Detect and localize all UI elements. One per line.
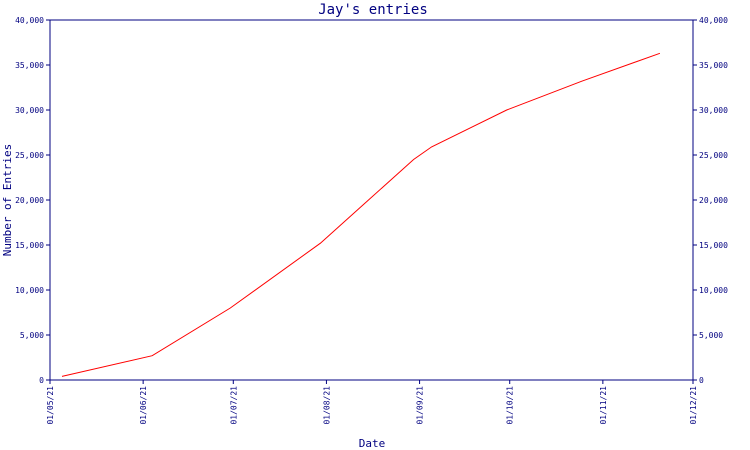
x-tick-label: 01/11/21 bbox=[599, 386, 608, 425]
plot-frame bbox=[49, 19, 694, 381]
y-tick-label-right: 10,000 bbox=[699, 286, 728, 295]
x-tick-label: 01/12/21 bbox=[689, 386, 698, 425]
y-tick-label-right: 5,000 bbox=[699, 331, 723, 340]
y-axis-label: Number of Entries bbox=[1, 144, 14, 257]
x-tick-label: 01/08/21 bbox=[322, 386, 331, 425]
series-group bbox=[61, 52, 661, 377]
x-tick-label: 01/09/21 bbox=[416, 386, 425, 425]
x-tick-label: 01/06/21 bbox=[139, 386, 148, 425]
y-tick-label-left: 25,000 bbox=[15, 151, 44, 160]
x-axis-label: Date bbox=[359, 437, 386, 450]
y-tick-label-left: 10,000 bbox=[15, 286, 44, 295]
y-tick-label-left: 20,000 bbox=[15, 196, 44, 205]
y-tick-label-right: 30,000 bbox=[699, 106, 728, 115]
y-tick-label-right: 35,000 bbox=[699, 61, 728, 70]
series-line bbox=[61, 52, 661, 377]
y-tick-label-right: 0 bbox=[699, 376, 704, 385]
y-tick-label-left: 40,000 bbox=[15, 16, 44, 25]
y-tick-label-right: 20,000 bbox=[699, 196, 728, 205]
y-tick-label-left: 0 bbox=[39, 376, 44, 385]
y-tick-label-right: 25,000 bbox=[699, 151, 728, 160]
y-tick-label-left: 30,000 bbox=[15, 106, 44, 115]
chart-title: Jay's entries bbox=[318, 2, 428, 18]
y-tick-label-left: 5,000 bbox=[20, 331, 44, 340]
y-tick-label-right: 15,000 bbox=[699, 241, 728, 250]
y-tick-label-right: 40,000 bbox=[699, 16, 728, 25]
y-axis-left: 0 5,000 10,000 15,000 20,000 25,000 30,000 35,0… bbox=[15, 16, 50, 385]
x-axis: 01/05/21 01/06/21 01/07/21 01/08/21 01/09/21… bbox=[46, 380, 698, 425]
x-tick-label: 01/10/21 bbox=[506, 386, 515, 425]
y-tick-label-left: 35,000 bbox=[15, 61, 44, 70]
x-tick-label: 01/07/21 bbox=[229, 386, 238, 425]
y-axis-right: 0 5,000 10,000 15,000 20,000 25,000 30,000 35,0… bbox=[693, 16, 728, 385]
x-tick-label: 01/05/21 bbox=[46, 386, 55, 425]
y-tick-label-left: 15,000 bbox=[15, 241, 44, 250]
